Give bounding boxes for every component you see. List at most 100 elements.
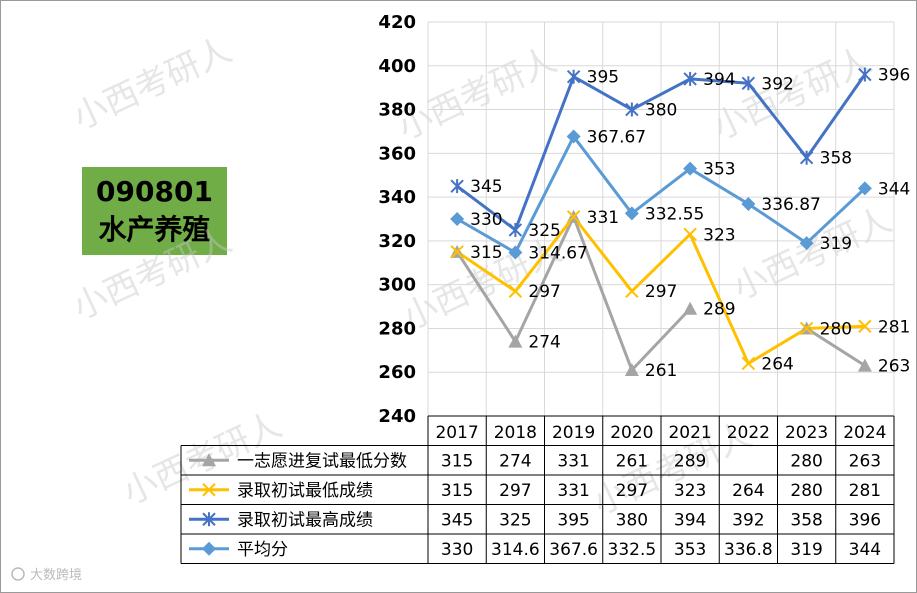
data-point (450, 245, 464, 259)
major-badge: 090801 水产养殖 (82, 167, 227, 255)
data-point (625, 102, 639, 117)
data-label: 281 (878, 317, 910, 337)
data-point (683, 71, 697, 86)
data-point (625, 284, 639, 298)
table-cell: 280 (790, 451, 822, 471)
triangle-marker (508, 334, 523, 348)
y-tick-label: 400 (378, 56, 416, 77)
x-tick-label: 2018 (494, 423, 537, 443)
table-cell: 274 (499, 451, 531, 471)
data-label: 297 (645, 282, 677, 302)
data-point (508, 222, 523, 237)
table-cell: 315 (441, 481, 473, 501)
data-point (450, 179, 464, 194)
data-point (683, 227, 697, 242)
data-label: 380 (645, 101, 677, 121)
data-label: 392 (761, 74, 793, 94)
data-point (566, 69, 581, 84)
data-label: 263 (878, 357, 910, 377)
table-cell: 392 (732, 510, 764, 530)
diamond-marker (566, 129, 581, 144)
data-point (450, 212, 465, 226)
watermark-text: 小西考研人 (727, 200, 898, 308)
data-label: 395 (587, 68, 619, 88)
star-marker (858, 67, 872, 82)
series-line (456, 135, 866, 255)
data-point (202, 541, 216, 556)
data-label: 358 (820, 149, 852, 169)
watermark-text: 小西考研人 (67, 220, 238, 328)
series-lines (455, 73, 867, 372)
star-marker (683, 71, 697, 86)
table-cell: 314.6 (491, 540, 540, 560)
data-point (683, 161, 698, 176)
x-marker (858, 319, 872, 333)
data-label: 394 (703, 70, 735, 90)
major-name: 水产养殖 (98, 213, 211, 246)
x-marker (741, 356, 756, 371)
x-tick-label: 2024 (843, 423, 886, 443)
series-markers (450, 67, 872, 377)
data-label: 264 (761, 354, 793, 374)
triangle-marker (857, 358, 872, 372)
data-point (857, 358, 872, 372)
data-label: 353 (703, 160, 735, 180)
diamond-marker (857, 181, 872, 196)
y-tick-label: 280 (378, 318, 416, 339)
table-cell: 261 (616, 451, 648, 471)
table-cell: 280 (790, 481, 822, 501)
data-point (202, 512, 216, 527)
x-tick-label: 2017 (435, 423, 478, 443)
table-cell: 297 (499, 481, 531, 501)
x-tick-label: 2023 (785, 423, 828, 443)
table-cell: 330 (441, 540, 473, 560)
data-point (624, 363, 639, 377)
data-label: 315 (470, 243, 502, 263)
diamond-marker (202, 541, 216, 556)
data-point (741, 76, 756, 91)
x-tick-label: 2020 (610, 423, 653, 443)
series-line (456, 215, 865, 365)
y-tick-label: 320 (378, 231, 416, 252)
table-cell: 380 (616, 510, 648, 530)
y-axis-ticks: 240 260 280 300 320 340 360 380 400 420 (378, 12, 416, 427)
data-point (202, 483, 216, 497)
x-marker (625, 284, 639, 298)
table-cell: 264 (732, 481, 764, 501)
y-tick-label: 240 (378, 406, 416, 427)
data-point (508, 284, 523, 298)
star-marker (450, 179, 464, 194)
star-marker (566, 69, 581, 84)
data-point (799, 236, 814, 251)
diamond-marker (450, 212, 465, 226)
diamond-marker (799, 236, 814, 251)
x-marker (799, 321, 814, 336)
table-cell: 325 (499, 510, 531, 530)
data-point (566, 210, 581, 224)
series-line (805, 327, 866, 367)
data-point (858, 67, 872, 82)
table-cell: 344 (849, 540, 881, 560)
y-tick-label: 300 (378, 275, 416, 296)
table-cell: 394 (674, 510, 706, 530)
data-point (508, 245, 523, 260)
legend-entry: 录取初试最低成绩 (237, 481, 373, 501)
data-label: 297 (528, 282, 560, 302)
y-tick-label: 420 (378, 12, 416, 33)
table-cell: 263 (849, 451, 881, 471)
legend-entry: 录取初试最高成绩 (237, 510, 373, 530)
data-label: 314.67 (528, 244, 587, 264)
table-cell: 315 (441, 451, 473, 471)
diamond-marker (508, 245, 523, 260)
data-point (202, 453, 216, 467)
diamond-marker (624, 206, 639, 221)
data-point (741, 356, 756, 371)
data-label: 330 (470, 210, 502, 230)
table-cell: 281 (849, 481, 881, 501)
data-point (566, 129, 581, 144)
legend-entry: 平均分 (237, 540, 288, 560)
data-point (799, 321, 814, 336)
data-label: 325 (528, 221, 560, 241)
watermarks: 小西考研人小西考研人小西考研人小西考研人小西考研人小西考研人小西考研人小西考研人 (67, 30, 898, 523)
table-cell: 332.5 (608, 540, 657, 560)
